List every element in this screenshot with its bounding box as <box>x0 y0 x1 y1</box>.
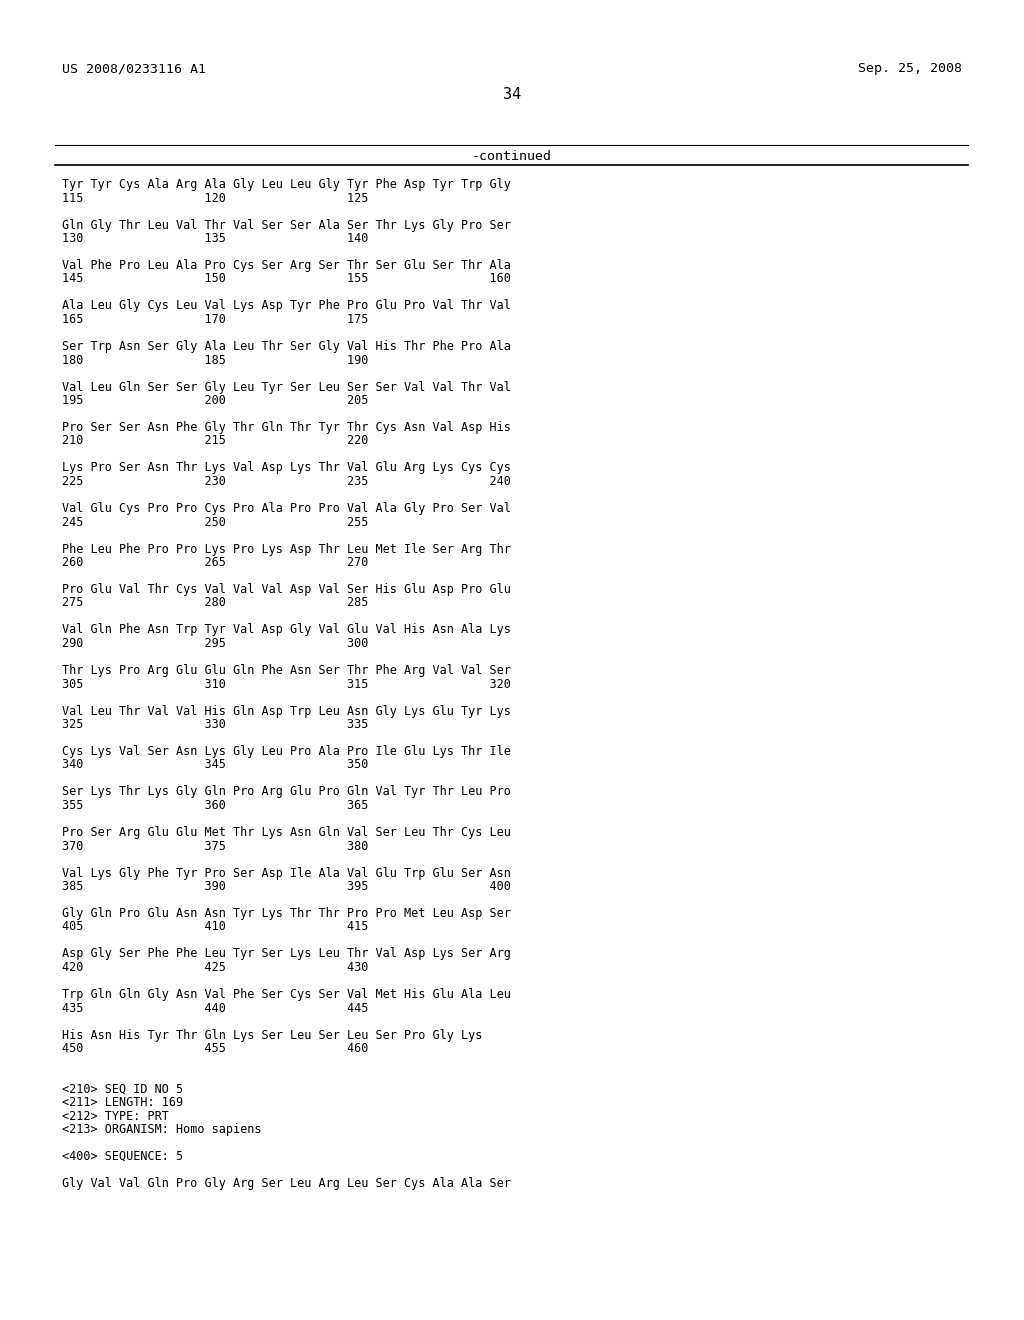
Text: Val Phe Pro Leu Ala Pro Cys Ser Arg Ser Thr Ser Glu Ser Thr Ala: Val Phe Pro Leu Ala Pro Cys Ser Arg Ser … <box>62 259 511 272</box>
Text: Cys Lys Val Ser Asn Lys Gly Leu Pro Ala Pro Ile Glu Lys Thr Ile: Cys Lys Val Ser Asn Lys Gly Leu Pro Ala … <box>62 744 511 758</box>
Text: 450                 455                 460: 450 455 460 <box>62 1041 369 1055</box>
Text: Ser Trp Asn Ser Gly Ala Leu Thr Ser Gly Val His Thr Phe Pro Ala: Ser Trp Asn Ser Gly Ala Leu Thr Ser Gly … <box>62 341 511 352</box>
Text: 130                 135                 140: 130 135 140 <box>62 232 369 246</box>
Text: US 2008/0233116 A1: US 2008/0233116 A1 <box>62 62 206 75</box>
Text: Pro Ser Arg Glu Glu Met Thr Lys Asn Gln Val Ser Leu Thr Cys Leu: Pro Ser Arg Glu Glu Met Thr Lys Asn Gln … <box>62 826 511 840</box>
Text: Asp Gly Ser Phe Phe Leu Tyr Ser Lys Leu Thr Val Asp Lys Ser Arg: Asp Gly Ser Phe Phe Leu Tyr Ser Lys Leu … <box>62 948 511 961</box>
Text: Gly Gln Pro Glu Asn Asn Tyr Lys Thr Thr Pro Pro Met Leu Asp Ser: Gly Gln Pro Glu Asn Asn Tyr Lys Thr Thr … <box>62 907 511 920</box>
Text: His Asn His Tyr Thr Gln Lys Ser Leu Ser Leu Ser Pro Gly Lys: His Asn His Tyr Thr Gln Lys Ser Leu Ser … <box>62 1028 482 1041</box>
Text: <400> SEQUENCE: 5: <400> SEQUENCE: 5 <box>62 1150 183 1163</box>
Text: -continued: -continued <box>472 150 552 162</box>
Text: Thr Lys Pro Arg Glu Glu Gln Phe Asn Ser Thr Phe Arg Val Val Ser: Thr Lys Pro Arg Glu Glu Gln Phe Asn Ser … <box>62 664 511 677</box>
Text: Sep. 25, 2008: Sep. 25, 2008 <box>858 62 962 75</box>
Text: Val Leu Gln Ser Ser Gly Leu Tyr Ser Leu Ser Ser Val Val Thr Val: Val Leu Gln Ser Ser Gly Leu Tyr Ser Leu … <box>62 380 511 393</box>
Text: 275                 280                 285: 275 280 285 <box>62 597 369 610</box>
Text: 290                 295                 300: 290 295 300 <box>62 638 369 649</box>
Text: 325                 330                 335: 325 330 335 <box>62 718 369 731</box>
Text: Tyr Tyr Cys Ala Arg Ala Gly Leu Leu Gly Tyr Phe Asp Tyr Trp Gly: Tyr Tyr Cys Ala Arg Ala Gly Leu Leu Gly … <box>62 178 511 191</box>
Text: Ala Leu Gly Cys Leu Val Lys Asp Tyr Phe Pro Glu Pro Val Thr Val: Ala Leu Gly Cys Leu Val Lys Asp Tyr Phe … <box>62 300 511 313</box>
Text: <213> ORGANISM: Homo sapiens: <213> ORGANISM: Homo sapiens <box>62 1123 261 1137</box>
Text: 210                 215                 220: 210 215 220 <box>62 434 369 447</box>
Text: <211> LENGTH: 169: <211> LENGTH: 169 <box>62 1096 183 1109</box>
Text: 370                 375                 380: 370 375 380 <box>62 840 369 853</box>
Text: 180                 185                 190: 180 185 190 <box>62 354 369 367</box>
Text: Gly Val Val Gln Pro Gly Arg Ser Leu Arg Leu Ser Cys Ala Ala Ser: Gly Val Val Gln Pro Gly Arg Ser Leu Arg … <box>62 1177 511 1191</box>
Text: 305                 310                 315                 320: 305 310 315 320 <box>62 677 511 690</box>
Text: Pro Glu Val Thr Cys Val Val Val Asp Val Ser His Glu Asp Pro Glu: Pro Glu Val Thr Cys Val Val Val Asp Val … <box>62 583 511 597</box>
Text: Ser Lys Thr Lys Gly Gln Pro Arg Glu Pro Gln Val Tyr Thr Leu Pro: Ser Lys Thr Lys Gly Gln Pro Arg Glu Pro … <box>62 785 511 799</box>
Text: 340                 345                 350: 340 345 350 <box>62 759 369 771</box>
Text: <210> SEQ ID NO 5: <210> SEQ ID NO 5 <box>62 1082 183 1096</box>
Text: Val Leu Thr Val Val His Gln Asp Trp Leu Asn Gly Lys Glu Tyr Lys: Val Leu Thr Val Val His Gln Asp Trp Leu … <box>62 705 511 718</box>
Text: 260                 265                 270: 260 265 270 <box>62 556 369 569</box>
Text: <212> TYPE: PRT: <212> TYPE: PRT <box>62 1110 169 1122</box>
Text: 420                 425                 430: 420 425 430 <box>62 961 369 974</box>
Text: 385                 390                 395                 400: 385 390 395 400 <box>62 880 511 894</box>
Text: Pro Ser Ser Asn Phe Gly Thr Gln Thr Tyr Thr Cys Asn Val Asp His: Pro Ser Ser Asn Phe Gly Thr Gln Thr Tyr … <box>62 421 511 434</box>
Text: Trp Gln Gln Gly Asn Val Phe Ser Cys Ser Val Met His Glu Ala Leu: Trp Gln Gln Gly Asn Val Phe Ser Cys Ser … <box>62 987 511 1001</box>
Text: Val Gln Phe Asn Trp Tyr Val Asp Gly Val Glu Val His Asn Ala Lys: Val Gln Phe Asn Trp Tyr Val Asp Gly Val … <box>62 623 511 636</box>
Text: Val Lys Gly Phe Tyr Pro Ser Asp Ile Ala Val Glu Trp Glu Ser Asn: Val Lys Gly Phe Tyr Pro Ser Asp Ile Ala … <box>62 866 511 879</box>
Text: 435                 440                 445: 435 440 445 <box>62 1002 369 1015</box>
Text: 145                 150                 155                 160: 145 150 155 160 <box>62 272 511 285</box>
Text: 405                 410                 415: 405 410 415 <box>62 920 369 933</box>
Text: Phe Leu Phe Pro Pro Lys Pro Lys Asp Thr Leu Met Ile Ser Arg Thr: Phe Leu Phe Pro Pro Lys Pro Lys Asp Thr … <box>62 543 511 556</box>
Text: 245                 250                 255: 245 250 255 <box>62 516 369 528</box>
Text: 34: 34 <box>503 87 521 102</box>
Text: Gln Gly Thr Leu Val Thr Val Ser Ser Ala Ser Thr Lys Gly Pro Ser: Gln Gly Thr Leu Val Thr Val Ser Ser Ala … <box>62 219 511 231</box>
Text: 225                 230                 235                 240: 225 230 235 240 <box>62 475 511 488</box>
Text: 355                 360                 365: 355 360 365 <box>62 799 369 812</box>
Text: 195                 200                 205: 195 200 205 <box>62 393 369 407</box>
Text: 115                 120                 125: 115 120 125 <box>62 191 369 205</box>
Text: Lys Pro Ser Asn Thr Lys Val Asp Lys Thr Val Glu Arg Lys Cys Cys: Lys Pro Ser Asn Thr Lys Val Asp Lys Thr … <box>62 462 511 474</box>
Text: 165                 170                 175: 165 170 175 <box>62 313 369 326</box>
Text: Val Glu Cys Pro Pro Cys Pro Ala Pro Pro Val Ala Gly Pro Ser Val: Val Glu Cys Pro Pro Cys Pro Ala Pro Pro … <box>62 502 511 515</box>
